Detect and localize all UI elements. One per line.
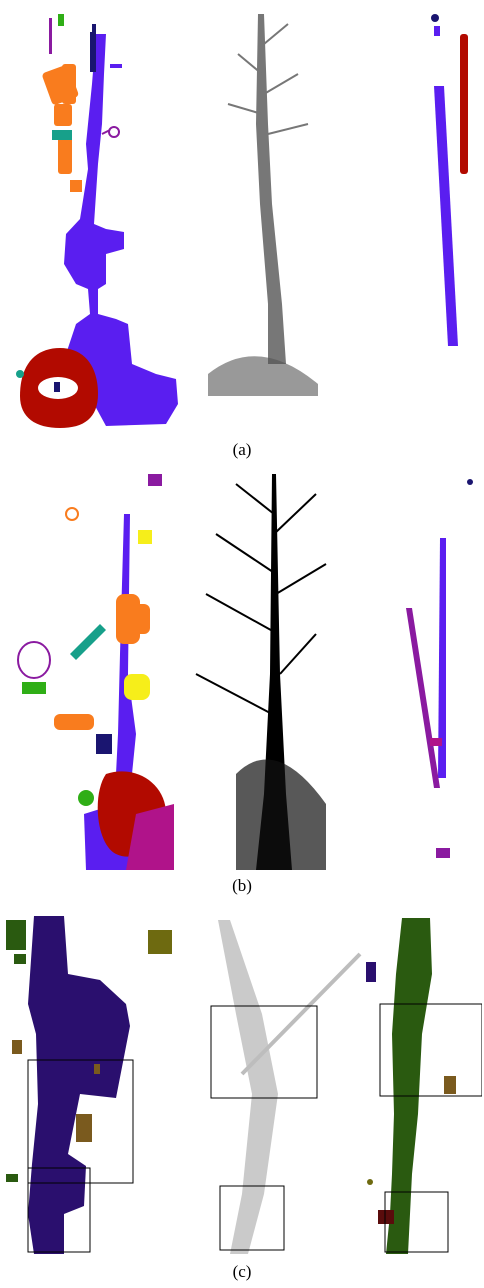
caption-a: (a) — [232, 440, 252, 459]
panel-b-prediction — [400, 478, 482, 872]
panel-a-prediction — [430, 6, 480, 356]
caption-b: (b) — [232, 876, 252, 895]
panel-c-pointcloud — [182, 914, 362, 1256]
panel-b-segmentation — [6, 474, 176, 872]
panel-b-pointcloud — [176, 474, 334, 872]
panel-a-pointcloud — [198, 4, 324, 404]
panel-a-segmentation — [6, 4, 182, 430]
panel-c-prediction — [362, 914, 482, 1256]
caption-c: (c) — [232, 1262, 252, 1281]
panel-c-segmentation — [4, 914, 180, 1256]
